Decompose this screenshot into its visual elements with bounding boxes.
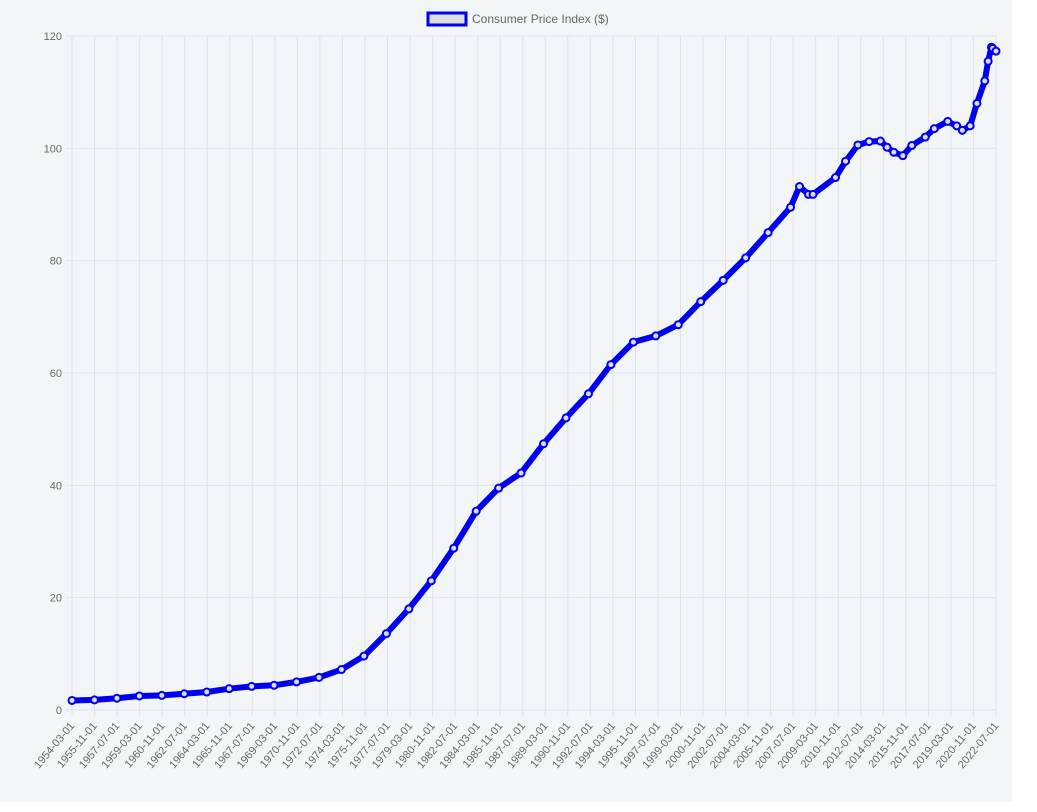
legend-swatch <box>426 11 468 27</box>
data-point[interactable] <box>696 297 706 307</box>
data-point[interactable] <box>853 140 863 150</box>
data-point[interactable] <box>957 125 967 135</box>
data-point[interactable] <box>112 693 122 703</box>
data-point[interactable] <box>889 147 899 157</box>
data-point[interactable] <box>830 173 840 183</box>
data-point[interactable] <box>336 665 346 675</box>
data-point[interactable] <box>157 690 167 700</box>
data-point[interactable] <box>965 121 975 131</box>
data-point[interactable] <box>314 672 324 682</box>
data-point[interactable] <box>991 46 1001 56</box>
data-point[interactable] <box>763 228 773 238</box>
y-tick-label: 20 <box>50 593 62 605</box>
data-point[interactable] <box>882 142 892 152</box>
data-point[interactable] <box>134 691 144 701</box>
data-point[interactable] <box>606 360 616 370</box>
y-tick-label: 60 <box>50 368 62 380</box>
chart-panel: Consumer Price Index ($) 0 20 40 60 80 100 120… <box>0 0 1012 802</box>
x-axis: 1954-03-011955-11-011957-07-011959-03-01… <box>32 720 1001 771</box>
data-point[interactable] <box>943 116 953 126</box>
data-point[interactable] <box>898 151 908 161</box>
data-point[interactable] <box>292 677 302 687</box>
data-point[interactable] <box>426 576 436 586</box>
y-tick-label: 0 <box>56 705 62 717</box>
data-point[interactable] <box>449 543 459 553</box>
legend-label: Consumer Price Index ($) <box>472 12 609 26</box>
data-point[interactable] <box>269 680 279 690</box>
data-point[interactable] <box>247 681 257 691</box>
data-point[interactable] <box>202 687 212 697</box>
data-point[interactable] <box>179 689 189 699</box>
data-point[interactable] <box>67 695 77 705</box>
data-point[interactable] <box>471 506 481 516</box>
data-point[interactable] <box>89 695 99 705</box>
data-point[interactable] <box>381 629 391 639</box>
data-point[interactable] <box>404 604 414 614</box>
data-point[interactable] <box>952 121 962 131</box>
data-point[interactable] <box>983 56 993 66</box>
data-point[interactable] <box>741 253 751 263</box>
y-tick-label: 100 <box>44 143 62 155</box>
data-point[interactable] <box>673 320 683 330</box>
data-point[interactable] <box>786 202 796 212</box>
grid <box>66 35 997 716</box>
data-point[interactable] <box>841 156 851 166</box>
data-point[interactable] <box>628 337 638 347</box>
data-point[interactable] <box>808 189 818 199</box>
y-tick-label: 120 <box>44 31 62 43</box>
data-point[interactable] <box>583 389 593 399</box>
data-point[interactable] <box>907 141 917 151</box>
data-point[interactable] <box>494 483 504 493</box>
data-point[interactable] <box>864 137 874 147</box>
data-point[interactable] <box>651 331 661 341</box>
data-point[interactable] <box>875 136 885 146</box>
data-point[interactable] <box>224 684 234 694</box>
series-line <box>67 42 1001 705</box>
line-chart: Consumer Price Index ($) 0 20 40 60 80 100 120… <box>32 11 1001 771</box>
data-point[interactable] <box>929 124 939 134</box>
data-point[interactable] <box>980 76 990 86</box>
data-point[interactable] <box>359 651 369 661</box>
data-point[interactable] <box>539 439 549 449</box>
data-point[interactable] <box>718 275 728 285</box>
y-tick-label: 80 <box>50 256 62 268</box>
data-point[interactable] <box>516 468 526 478</box>
data-point[interactable] <box>561 413 571 423</box>
data-point[interactable] <box>795 182 805 192</box>
data-point[interactable] <box>972 98 982 108</box>
y-tick-label: 40 <box>50 480 62 492</box>
y-axis: 0 20 40 60 80 100 120 <box>44 31 62 717</box>
legend[interactable]: Consumer Price Index ($) <box>426 11 609 27</box>
data-point[interactable] <box>920 132 930 142</box>
